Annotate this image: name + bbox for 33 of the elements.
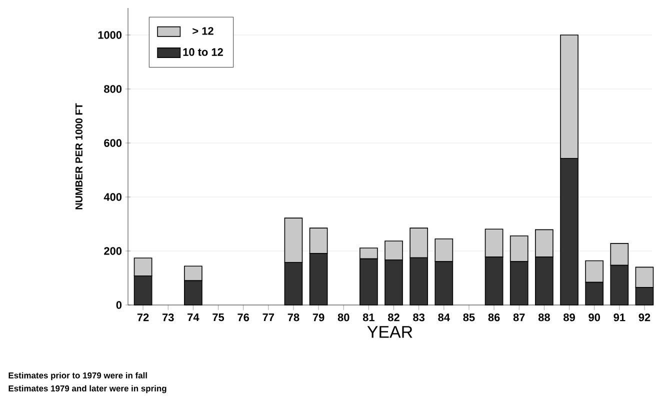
x-tick-label: 76 bbox=[238, 314, 250, 322]
y-tick-label: 400 bbox=[104, 193, 122, 201]
text: Estimates 1979 and later were in spring bbox=[8, 385, 166, 394]
y-tick-label: 1000 bbox=[98, 31, 122, 39]
x-tick-label: 79 bbox=[312, 314, 324, 322]
text: Estimates prior to 1979 were in fall bbox=[8, 372, 147, 380]
x-tick-label: 72 bbox=[137, 314, 149, 322]
x-tick-label: 85 bbox=[463, 314, 475, 322]
legend-label: 10 to 12 bbox=[183, 48, 223, 56]
y-tick-label: 0 bbox=[116, 301, 122, 309]
y-tick-label: 800 bbox=[104, 85, 122, 93]
x-tick-label: 73 bbox=[162, 314, 174, 322]
legend-label: > 12 bbox=[192, 27, 214, 35]
x-tick-label: 81 bbox=[362, 314, 374, 322]
x-tick-label: 80 bbox=[338, 314, 350, 322]
y-tick-label: 200 bbox=[104, 247, 122, 255]
x-tick-label: 89 bbox=[564, 314, 575, 322]
x-tick-label: 78 bbox=[288, 314, 300, 322]
y-axis-title: NUMBER PER 1000 FT bbox=[75, 103, 82, 210]
x-tick-label: 88 bbox=[538, 314, 550, 322]
x-tick-label: 92 bbox=[638, 314, 650, 322]
x-axis-title: YEAR bbox=[367, 326, 412, 338]
x-tick-label: 91 bbox=[614, 314, 626, 322]
y-tick-label: 600 bbox=[104, 139, 122, 147]
x-tick-label: 82 bbox=[388, 314, 400, 322]
x-tick-label: 77 bbox=[262, 314, 274, 322]
x-tick-label: 75 bbox=[212, 314, 224, 322]
x-tick-label: 74 bbox=[188, 314, 200, 322]
x-tick-label: 84 bbox=[438, 314, 450, 322]
x-tick-label: 87 bbox=[513, 314, 525, 322]
x-tick-label: 83 bbox=[413, 314, 425, 322]
x-tick-label: 86 bbox=[488, 314, 500, 322]
x-tick-label: 90 bbox=[588, 314, 600, 322]
